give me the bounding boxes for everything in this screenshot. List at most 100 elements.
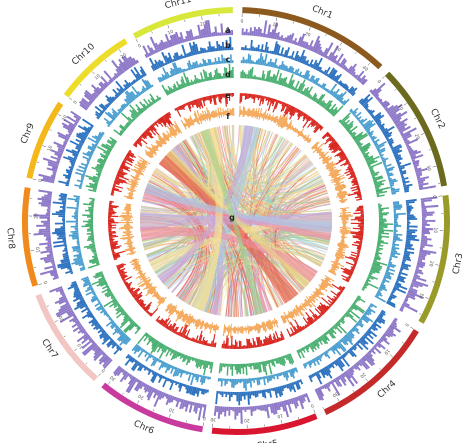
tick-label: 30 bbox=[417, 292, 425, 300]
track-letter-a: a bbox=[225, 26, 230, 35]
tick-mark bbox=[425, 297, 428, 298]
tick-label: 0 bbox=[43, 280, 50, 285]
tick-mark bbox=[64, 336, 66, 337]
tick-mark bbox=[435, 265, 438, 266]
track-letter-e: e bbox=[225, 91, 231, 100]
tick-label: 10 bbox=[276, 412, 283, 419]
tick-mark bbox=[419, 314, 421, 315]
tick-label: 10 bbox=[432, 227, 438, 233]
tick-label: 20 bbox=[244, 417, 250, 423]
tick-mark bbox=[340, 42, 342, 45]
tick-label: 10 bbox=[35, 246, 42, 253]
tick-mark bbox=[281, 420, 282, 423]
tick-mark bbox=[168, 25, 169, 28]
tick-mark bbox=[108, 382, 110, 385]
tick-mark bbox=[47, 306, 49, 307]
track-bars bbox=[119, 203, 137, 255]
chromosome-label: Chr1 bbox=[310, 4, 334, 21]
tick-label: 20 bbox=[200, 21, 207, 28]
tick-mark bbox=[410, 327, 413, 329]
tick-mark bbox=[122, 393, 123, 395]
center-label-g: g bbox=[229, 213, 235, 222]
tick-mark bbox=[169, 414, 170, 417]
tick-mark bbox=[353, 390, 354, 392]
chromosome-band bbox=[212, 413, 318, 435]
tick-mark bbox=[105, 60, 106, 62]
track-letter-d: d bbox=[225, 70, 231, 79]
tick-mark bbox=[355, 52, 356, 54]
tick-mark bbox=[390, 355, 393, 357]
tick-mark bbox=[433, 166, 436, 167]
tick-mark bbox=[379, 368, 380, 369]
tick-mark bbox=[202, 16, 203, 19]
tick-mark bbox=[337, 398, 339, 401]
tick-label: 30 bbox=[425, 165, 432, 172]
tick-mark bbox=[37, 162, 39, 163]
tick-mark bbox=[326, 34, 327, 36]
track-bars bbox=[38, 111, 81, 184]
tick-label: 20 bbox=[33, 213, 39, 219]
chromosome-band bbox=[22, 187, 38, 287]
tick-label: 0 bbox=[240, 19, 243, 25]
tick-mark bbox=[404, 103, 407, 105]
tick-mark bbox=[136, 39, 138, 42]
track-bars bbox=[82, 198, 100, 269]
tick-mark bbox=[293, 22, 294, 24]
tick-mark bbox=[366, 379, 368, 382]
chromosome-label: Chr4 bbox=[376, 379, 399, 401]
tick-mark bbox=[152, 31, 153, 33]
tick-mark bbox=[137, 400, 139, 403]
tick-mark bbox=[323, 407, 324, 409]
tick-mark bbox=[395, 89, 397, 90]
tick-mark bbox=[80, 84, 82, 85]
tick-mark bbox=[414, 118, 416, 119]
tick-label: 0 bbox=[72, 99, 79, 105]
tick-mark bbox=[92, 72, 94, 75]
tick-mark bbox=[86, 363, 87, 364]
tick-mark bbox=[314, 410, 315, 413]
chromosome-label: Chr3 bbox=[452, 252, 466, 275]
tick-label: 20 bbox=[304, 31, 312, 39]
chromosome-label: Chr2 bbox=[428, 107, 447, 131]
tick-mark bbox=[74, 349, 77, 351]
tick-label: 20 bbox=[413, 133, 421, 141]
tick-label: 0 bbox=[309, 402, 314, 409]
tick-mark bbox=[119, 50, 121, 53]
tick-mark bbox=[50, 130, 52, 131]
tick-mark bbox=[55, 320, 58, 322]
tick-mark bbox=[429, 150, 431, 151]
track-bars bbox=[156, 316, 217, 348]
tick-mark bbox=[153, 409, 154, 411]
tick-mark bbox=[276, 18, 277, 21]
tick-label: 10 bbox=[272, 22, 279, 29]
tick-label: 0 bbox=[137, 43, 143, 50]
chromosome-label: Chr7 bbox=[39, 337, 59, 360]
track-bars bbox=[161, 64, 233, 96]
tick-label: 20 bbox=[358, 371, 366, 379]
chromosome-label: Chr11 bbox=[164, 0, 193, 11]
track-bars bbox=[52, 193, 73, 274]
tick-label: 0 bbox=[403, 322, 410, 328]
tick-mark bbox=[39, 284, 42, 285]
chromosome-label: Chr8 bbox=[4, 227, 16, 249]
chromosome-label: Chr6 bbox=[132, 419, 156, 437]
tick-mark bbox=[298, 417, 299, 419]
tick-mark bbox=[309, 27, 310, 30]
track-bars bbox=[49, 286, 112, 369]
tick-mark bbox=[33, 179, 36, 180]
tick-label: 10 bbox=[168, 406, 175, 414]
tick-label: 30 bbox=[331, 390, 339, 398]
track-bars bbox=[85, 137, 117, 192]
track-letter-b: b bbox=[225, 41, 231, 50]
tick-mark bbox=[402, 342, 404, 343]
tick-mark bbox=[98, 374, 100, 377]
track-letter-c: c bbox=[226, 55, 231, 64]
chromosome-label: Chr5 bbox=[256, 439, 279, 443]
track-bars bbox=[214, 393, 311, 424]
tick-mark bbox=[69, 98, 72, 100]
